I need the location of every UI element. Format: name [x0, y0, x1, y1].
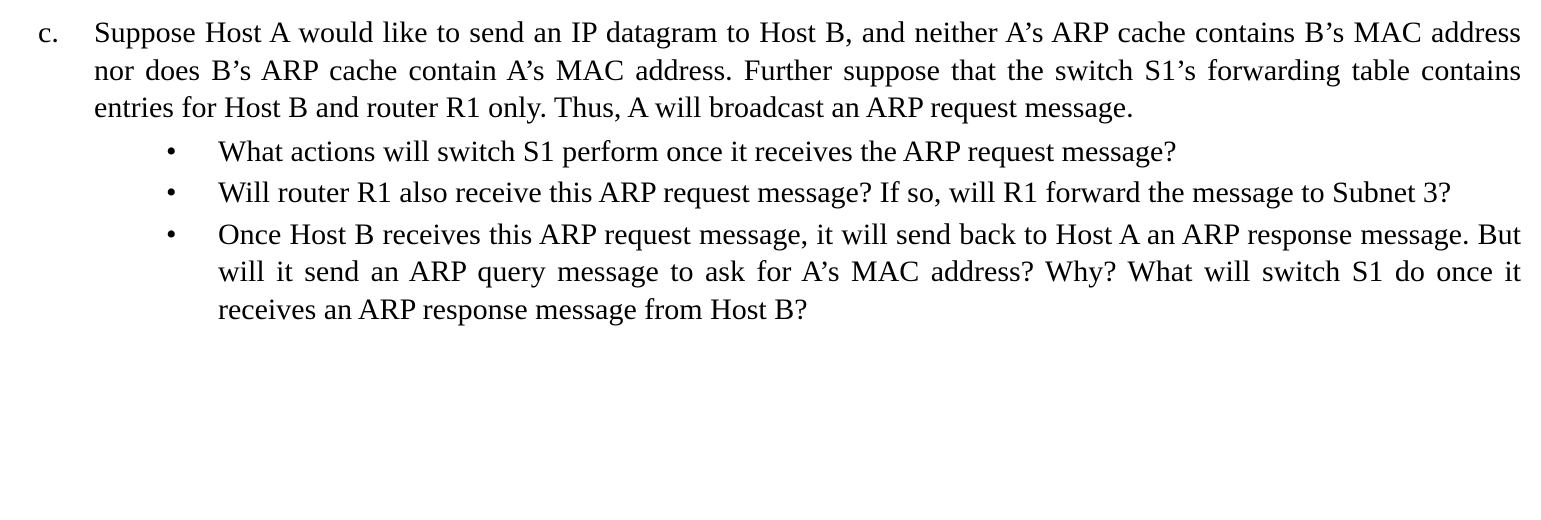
list-marker: c. — [38, 14, 59, 52]
bullet-text: Will router R1 also receive this ARP req… — [218, 176, 1451, 209]
page: c. Suppose Host A would like to send an … — [0, 0, 1541, 520]
list-content: Suppose Host A would like to send an IP … — [94, 14, 1521, 328]
bullet-list: What actions will switch S1 perform once… — [94, 133, 1521, 329]
bullet-item: What actions will switch S1 perform once… — [152, 133, 1521, 171]
bullet-text: Once Host B receives this ARP request me… — [218, 218, 1521, 326]
bullet-item: Once Host B receives this ARP request me… — [152, 216, 1521, 329]
bullet-text: What actions will switch S1 perform once… — [218, 135, 1177, 168]
bullet-item: Will router R1 also receive this ARP req… — [152, 174, 1521, 212]
list-item-c: c. Suppose Host A would like to send an … — [38, 14, 1521, 332]
intro-paragraph: Suppose Host A would like to send an IP … — [94, 14, 1521, 127]
